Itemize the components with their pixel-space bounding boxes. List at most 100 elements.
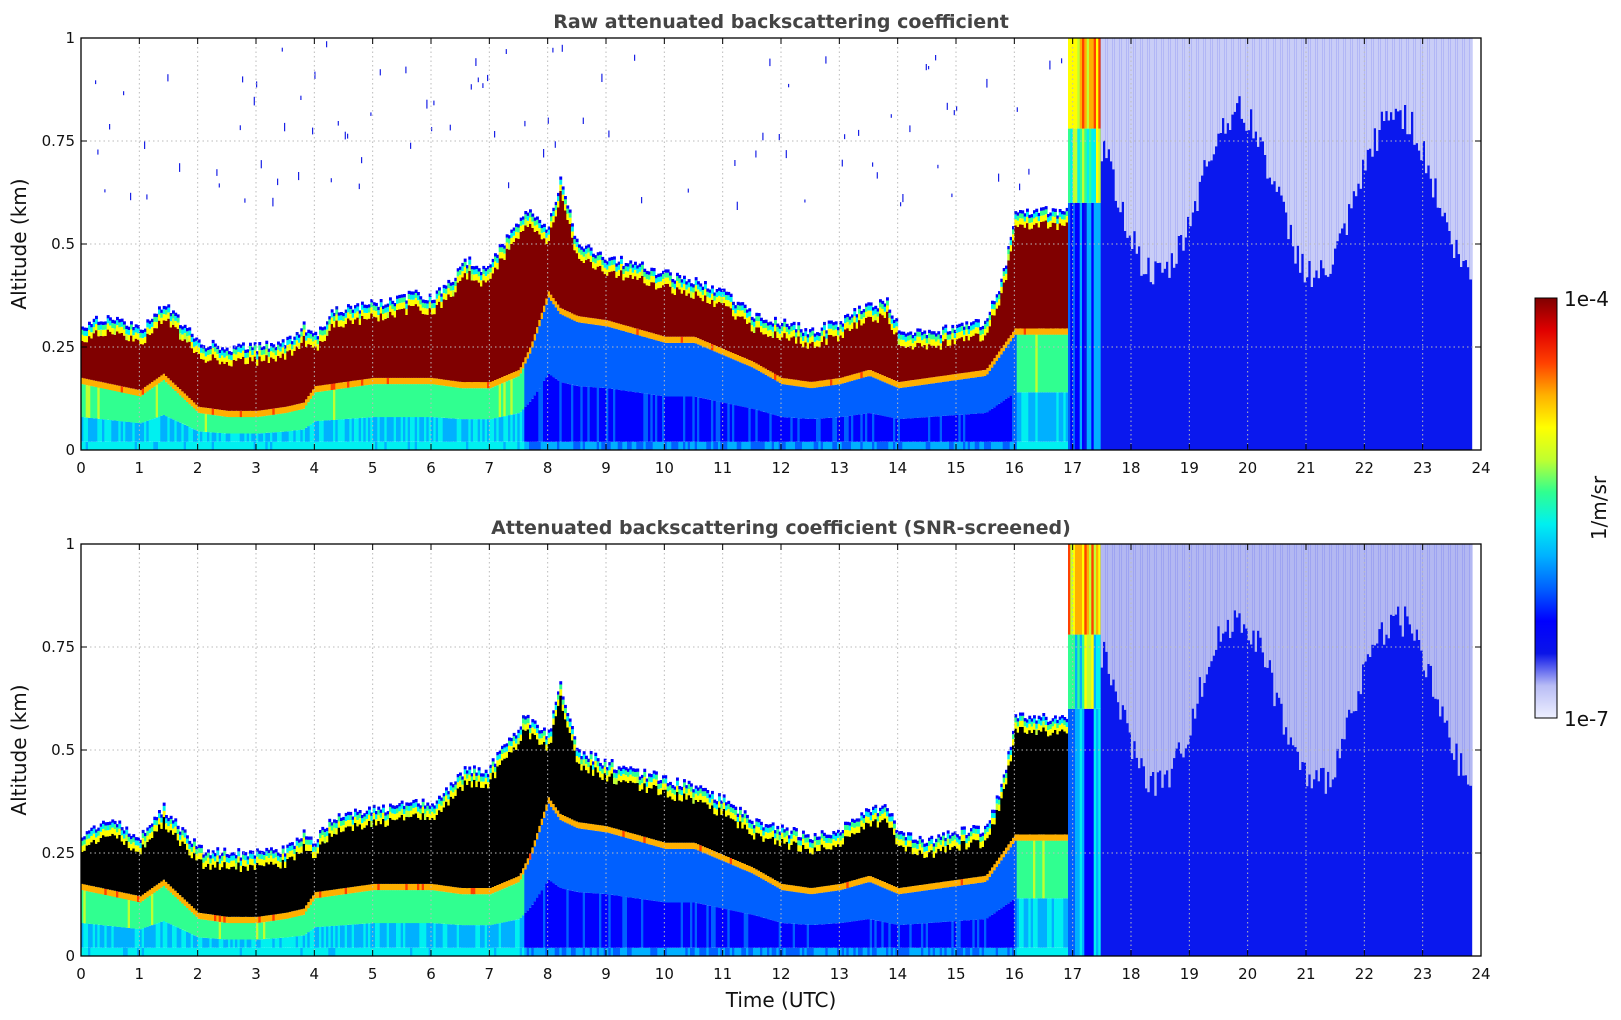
heatmap-cell <box>239 923 243 940</box>
heatmap-cell <box>1028 334 1032 393</box>
heatmap-cell <box>491 262 495 267</box>
noise-speck <box>641 197 643 204</box>
heatmap-cell <box>286 336 290 341</box>
heatmap-cell <box>221 416 224 434</box>
heatmap-cell <box>522 409 525 442</box>
heatmap-cell <box>354 924 357 948</box>
heatmap-cell <box>816 441 819 450</box>
heatmap-cell <box>1042 392 1046 442</box>
heatmap-cell <box>841 416 845 442</box>
heatmap-cell <box>361 947 364 956</box>
heatmap-cell <box>568 441 572 450</box>
heatmap-cell <box>1343 38 1347 450</box>
heatmap-cell <box>251 923 255 940</box>
heatmap-cell <box>158 314 161 321</box>
heatmap-cell <box>214 346 217 352</box>
heatmap-cell <box>218 921 222 939</box>
heatmap-cell <box>123 927 126 948</box>
heatmap-cell <box>776 415 780 442</box>
heatmap-cell <box>225 355 229 362</box>
heatmap-cell <box>468 264 472 271</box>
heatmap-cell <box>1343 38 1347 224</box>
heatmap-cell <box>300 331 304 337</box>
heatmap-cell <box>92 886 96 893</box>
heatmap-cell <box>321 330 325 336</box>
heatmap-cell <box>263 915 266 923</box>
heatmap-cell <box>946 375 950 382</box>
heatmap-cell <box>958 332 962 339</box>
heatmap-cell <box>951 415 955 442</box>
heatmap-cell <box>342 894 346 926</box>
heatmap-cell <box>750 316 754 321</box>
heatmap-cell <box>295 852 299 911</box>
heatmap-cell <box>893 319 896 324</box>
heatmap-cell <box>288 918 292 938</box>
heatmap-cell <box>167 923 171 948</box>
heatmap-cell <box>188 441 192 450</box>
heatmap-cell <box>708 441 712 450</box>
heatmap-cell <box>664 336 668 343</box>
noise-speck <box>902 194 904 203</box>
heatmap-cell <box>249 939 252 948</box>
heatmap-cell <box>363 385 367 418</box>
heatmap-cell <box>239 939 243 948</box>
heatmap-cell <box>977 327 980 334</box>
heatmap-cell <box>615 441 619 450</box>
heatmap-cell <box>620 255 623 260</box>
heatmap-cell <box>230 866 234 917</box>
heatmap-cell <box>732 441 735 450</box>
heatmap-cell <box>258 947 262 956</box>
heatmap-cell <box>442 284 446 289</box>
heatmap-cell <box>1373 38 1377 450</box>
heatmap-cell <box>281 947 285 956</box>
heatmap-cell <box>211 938 215 948</box>
heatmap-cell <box>218 441 222 450</box>
heatmap-cell <box>620 441 623 450</box>
heatmap-cell <box>1033 213 1036 219</box>
heatmap-cell <box>550 227 553 295</box>
heatmap-cell <box>188 404 192 427</box>
heatmap-cell <box>286 431 290 442</box>
heatmap-cell <box>1383 38 1386 121</box>
heatmap-cell <box>489 267 493 273</box>
noise-speck <box>95 80 97 85</box>
heatmap-cell <box>270 855 273 862</box>
heatmap-cell <box>638 263 642 267</box>
heatmap-cell <box>683 290 686 337</box>
noise-speck <box>736 201 738 210</box>
heatmap-cell <box>820 441 824 450</box>
heatmap-cell <box>1238 38 1242 450</box>
heatmap-cell <box>417 384 420 418</box>
heatmap-cell <box>260 441 264 450</box>
heatmap-cell <box>729 293 733 297</box>
heatmap-cell <box>1033 210 1036 214</box>
heatmap-cell <box>608 272 612 321</box>
heatmap-cell <box>473 266 476 270</box>
heatmap-cell <box>599 251 602 255</box>
heatmap-cell <box>431 308 434 315</box>
heatmap-cell <box>225 362 229 411</box>
heatmap-cell <box>671 287 675 294</box>
heatmap-cell <box>911 335 915 339</box>
heatmap-cell <box>494 256 497 262</box>
heatmap-cell <box>613 322 616 329</box>
noise-speck <box>179 163 181 172</box>
heatmap-cell <box>979 341 983 371</box>
heatmap-cell <box>914 379 917 386</box>
heatmap-cell <box>305 836 308 840</box>
heatmap-cell <box>179 831 182 835</box>
heatmap-cell <box>1021 441 1025 450</box>
heatmap-cell <box>190 428 194 442</box>
heatmap-cell <box>237 351 241 359</box>
heatmap-cell <box>755 327 759 364</box>
heatmap-cell <box>347 815 350 820</box>
heatmap-cell <box>694 277 698 281</box>
heatmap-cell <box>923 338 927 345</box>
noise-speck <box>543 149 545 158</box>
heatmap-cell <box>510 441 514 450</box>
heatmap-cell <box>237 358 241 411</box>
heatmap-cell <box>482 269 486 275</box>
heatmap-cell <box>351 380 355 388</box>
heatmap-cell <box>139 902 143 930</box>
heatmap-cell <box>897 338 901 345</box>
